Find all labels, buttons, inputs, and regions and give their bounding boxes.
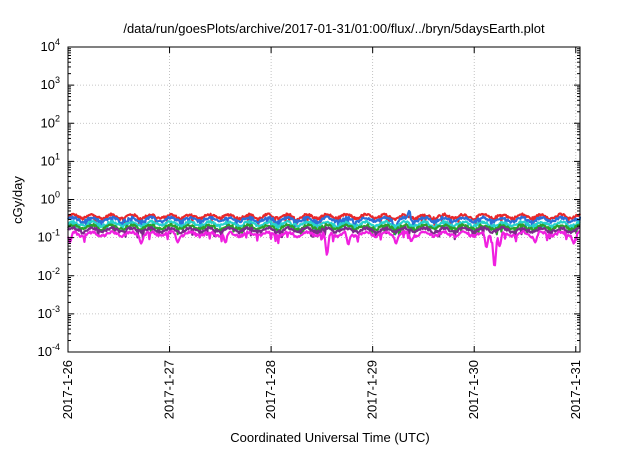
x-tick-label: 2017-1-28 xyxy=(263,360,278,419)
y-tick-label: 10-3 xyxy=(38,304,60,321)
y-tick-label: 102 xyxy=(41,113,60,130)
series-line xyxy=(67,225,581,241)
y-tick-label: 10-4 xyxy=(38,342,60,359)
x-tick-label: 2017-1-29 xyxy=(365,360,380,419)
y-tick-label: 104 xyxy=(41,37,60,54)
grid xyxy=(68,47,580,352)
series-group xyxy=(66,209,582,267)
y-tick-label: 10-1 xyxy=(38,228,60,245)
x-tick-label: 2017-1-30 xyxy=(466,360,481,419)
series-line xyxy=(66,229,581,267)
x-axis-label: Coordinated Universal Time (UTC) xyxy=(230,430,429,445)
x-tick-label: 2017-1-31 xyxy=(568,360,583,419)
y-axis: 104 103 102 101 100 10-1 10-2 10-3 10-4 xyxy=(38,37,580,359)
y-tick-label: 101 xyxy=(41,151,60,168)
series-line xyxy=(67,212,582,227)
chart-title: /data/run/goesPlots/archive/2017-01-31/0… xyxy=(123,21,545,36)
x-axis: 2017-1-26 2017-1-27 2017-1-28 2017-1-29 2017… xyxy=(60,47,583,419)
y-tick-label: 10-2 xyxy=(38,266,60,283)
series-line xyxy=(67,209,582,236)
y-tick-label: 103 xyxy=(41,75,60,92)
y-tick-label: 100 xyxy=(41,190,60,207)
y-axis-label: cGy/day xyxy=(10,176,25,224)
x-tick-label: 2017-1-27 xyxy=(162,360,177,419)
x-tick-label: 2017-1-26 xyxy=(60,360,75,419)
